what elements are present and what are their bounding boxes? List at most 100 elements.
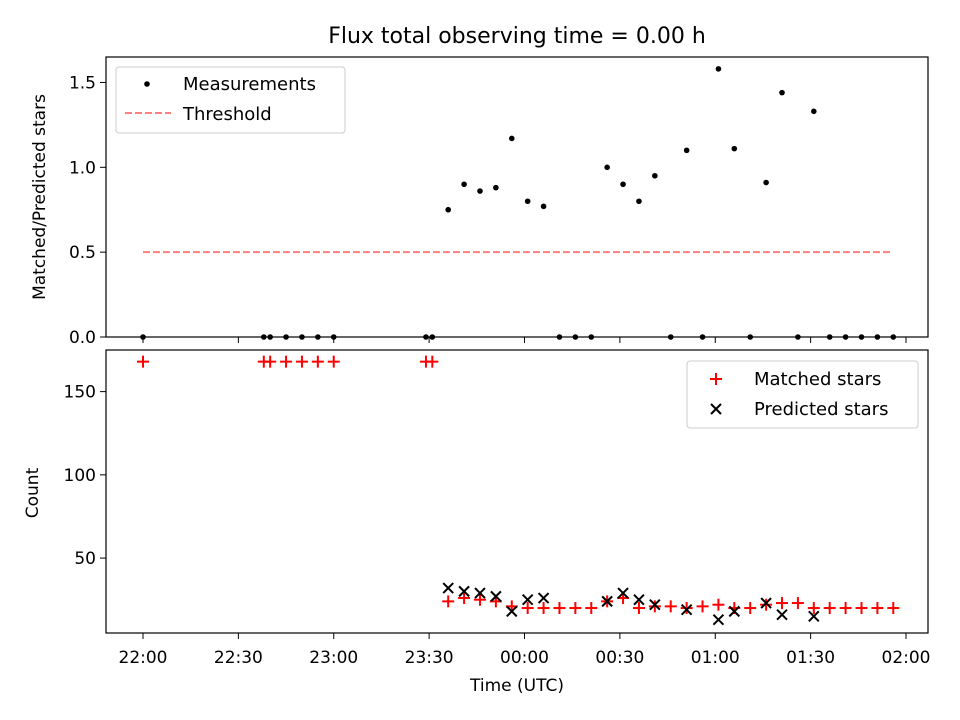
legend-predicted-label: Predicted stars bbox=[754, 399, 888, 420]
matched-star-marker bbox=[839, 602, 852, 615]
legend-threshold-label: Threshold bbox=[182, 104, 272, 125]
measurement-point bbox=[493, 184, 499, 191]
top-legend-box bbox=[115, 66, 346, 134]
bottom-xtick-label: 00:00 bbox=[500, 648, 549, 668]
matched-star-marker bbox=[473, 593, 486, 606]
x-b bbox=[633, 593, 645, 606]
measurement-point bbox=[731, 145, 738, 152]
predicted-star-marker bbox=[490, 590, 502, 603]
matched-star-marker bbox=[280, 355, 293, 368]
bottom-xtick-label: 01:00 bbox=[691, 648, 740, 668]
predicted-star-marker bbox=[442, 582, 454, 594]
predicted-star-marker bbox=[474, 587, 486, 599]
measurement-point bbox=[540, 203, 547, 210]
x-b bbox=[521, 593, 534, 606]
predicted-star-marker bbox=[506, 605, 518, 618]
matched-star-marker bbox=[295, 355, 308, 368]
predicted-star-marker bbox=[776, 608, 788, 621]
predicted-star-marker bbox=[537, 592, 550, 604]
x-b bbox=[808, 610, 820, 623]
bottom-legend-box bbox=[686, 360, 919, 429]
top-legend: Measurements Threshold bbox=[115, 66, 346, 134]
measurement-point bbox=[604, 164, 610, 171]
bottom-ytick-label: 50 bbox=[74, 549, 96, 569]
matched-star-marker bbox=[521, 602, 534, 615]
chart-title: Flux total observing time = 0.00 h bbox=[328, 24, 706, 49]
top-ytick-label: 0.0 bbox=[69, 328, 96, 348]
x-b bbox=[474, 587, 486, 599]
measurement-point bbox=[445, 206, 452, 213]
matched-star-marker bbox=[137, 355, 149, 368]
measurement-point bbox=[477, 188, 483, 194]
measurement-point bbox=[683, 147, 690, 154]
bottom-plot-area: 50 100 150 22:00 22:30 23:00 23:30 00:00 00:30 01… bbox=[64, 355, 931, 668]
predicted-star-marker bbox=[521, 593, 534, 606]
legend-measurements-label: Measurements bbox=[183, 74, 316, 95]
x-b bbox=[601, 595, 613, 608]
matched-star-marker bbox=[776, 597, 789, 610]
bottom-xtick-label: 22:00 bbox=[119, 648, 168, 668]
x-b bbox=[537, 592, 550, 604]
bottom-xlabel: Time (UTC) bbox=[469, 676, 564, 696]
bottom-ylabel: Count bbox=[23, 467, 43, 518]
matched-star-marker bbox=[537, 602, 550, 615]
matched-star-marker bbox=[327, 355, 340, 368]
bottom-xtick-label: 02:00 bbox=[882, 648, 931, 668]
predicted-star-marker bbox=[680, 603, 693, 616]
matched-star-marker bbox=[553, 602, 566, 615]
matched-star-marker bbox=[871, 602, 884, 615]
x-b bbox=[490, 590, 502, 603]
measurement-point bbox=[715, 66, 722, 72]
matched-star-marker bbox=[696, 600, 709, 613]
bottom-xtick-label: 22:30 bbox=[214, 648, 263, 668]
matched-star-marker bbox=[569, 602, 582, 615]
predicted-star-marker bbox=[649, 598, 661, 611]
predicted-star-marker bbox=[728, 605, 741, 618]
measurement-point bbox=[508, 135, 515, 142]
top-ytick-label: 1.0 bbox=[69, 158, 96, 178]
x-b bbox=[712, 613, 725, 626]
measurement-point bbox=[461, 181, 467, 188]
predicted-star-marker bbox=[712, 613, 725, 626]
bottom-xtick-label: 23:00 bbox=[309, 648, 358, 668]
x-b bbox=[617, 587, 629, 599]
matched-star-marker bbox=[744, 602, 757, 615]
measurement-point bbox=[779, 89, 785, 96]
x-b bbox=[442, 582, 454, 594]
matched-star-marker bbox=[264, 355, 277, 368]
x-b bbox=[760, 597, 772, 609]
bottom-xtick-label: 00:30 bbox=[595, 648, 644, 668]
x-b bbox=[680, 603, 693, 616]
bottom-xtick-label: 01:30 bbox=[786, 648, 835, 668]
predicted-star-marker bbox=[633, 593, 645, 606]
matched-star-marker bbox=[426, 355, 439, 368]
top-ylabel: Matched/Predicted stars bbox=[30, 94, 50, 300]
top-ytick-label: 0.5 bbox=[69, 243, 96, 263]
matched-star-marker bbox=[791, 597, 804, 610]
x-b bbox=[728, 605, 741, 618]
matched-star-marker bbox=[648, 600, 661, 613]
matched-star-marker bbox=[712, 598, 725, 611]
matched-star-marker bbox=[458, 592, 471, 605]
legend-measurements-marker bbox=[144, 81, 150, 87]
matched-star-marker bbox=[887, 602, 900, 615]
measurement-point bbox=[636, 198, 642, 205]
matched-star-marker bbox=[680, 602, 693, 615]
top-ytick-label: 1.5 bbox=[69, 73, 96, 93]
matched-star-marker bbox=[442, 595, 455, 608]
x-b bbox=[649, 598, 661, 611]
measurement-point bbox=[524, 198, 531, 205]
matched-star-marker bbox=[664, 600, 677, 613]
legend-matched-marker bbox=[710, 373, 722, 385]
matched-star-marker bbox=[585, 602, 598, 615]
predicted-star-marker bbox=[760, 597, 772, 609]
legend-matched-label: Matched stars bbox=[754, 369, 881, 390]
top-plot-frame bbox=[105, 56, 929, 338]
x-b bbox=[506, 605, 518, 618]
predicted-star-marker bbox=[617, 587, 629, 599]
x-b bbox=[776, 608, 788, 621]
bottom-ytick-label: 150 bbox=[64, 383, 96, 403]
x-b bbox=[458, 585, 470, 598]
matched-star-marker bbox=[311, 355, 324, 368]
